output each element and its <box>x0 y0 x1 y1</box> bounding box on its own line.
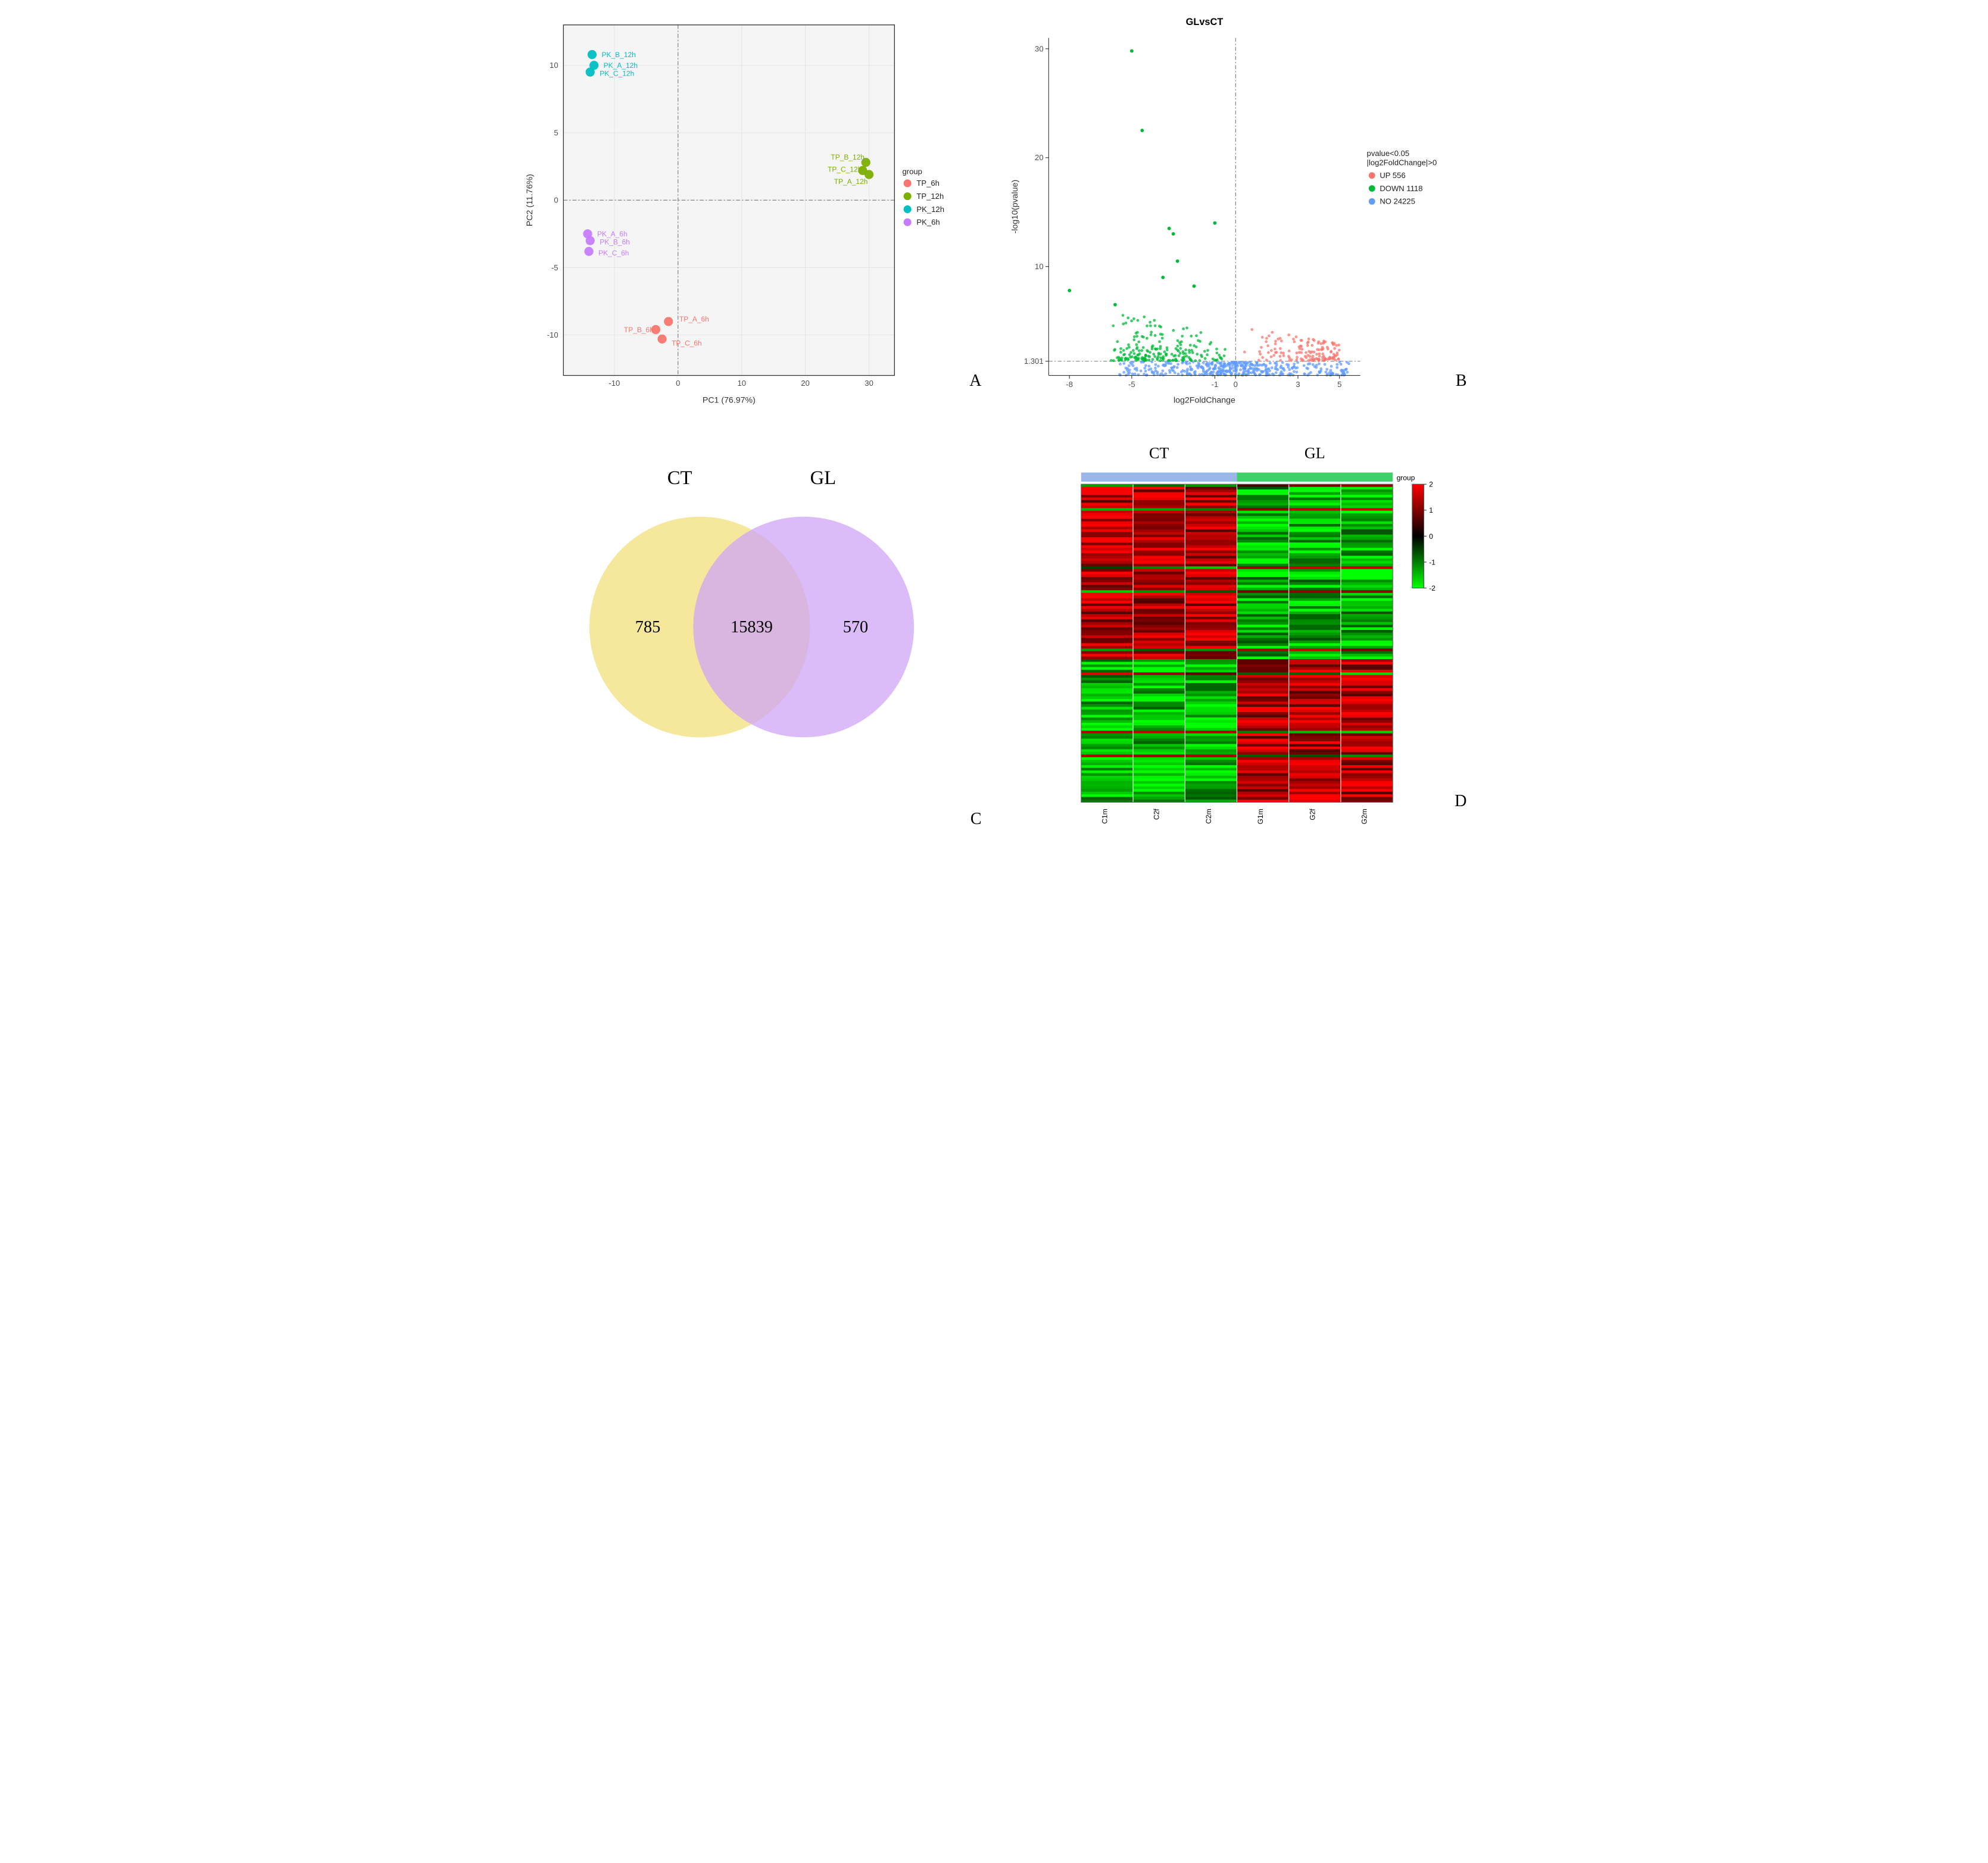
svg-text:C2m: C2m <box>1204 809 1212 823</box>
svg-text:TP_B_6h: TP_B_6h <box>623 326 653 334</box>
svg-text:TP_B_12h: TP_B_12h <box>831 153 865 161</box>
svg-text:0: 0 <box>1233 380 1237 389</box>
svg-text:3: 3 <box>1296 380 1300 389</box>
svg-text:10: 10 <box>1035 262 1044 271</box>
svg-text:20: 20 <box>801 379 810 388</box>
svg-text:10: 10 <box>737 379 746 388</box>
svg-text:CT: CT <box>667 467 692 489</box>
svg-text:15839: 15839 <box>731 618 773 636</box>
svg-text:log2FoldChange: log2FoldChange <box>1174 395 1235 405</box>
panel-d-label: D <box>1455 792 1466 811</box>
svg-text:1: 1 <box>1429 506 1433 514</box>
svg-text:5: 5 <box>1337 380 1341 389</box>
heatmap-chart: CT GL group C1m C2f C2m G1m G2f G2m 2 1 0 -1 -2 <box>1003 432 1471 835</box>
svg-text:1.301: 1.301 <box>1023 357 1043 366</box>
svg-text:NO 24225: NO 24225 <box>1380 197 1415 206</box>
svg-text:570: 570 <box>842 618 867 636</box>
svg-text:-2: -2 <box>1429 584 1435 592</box>
panel-c: CT GL 785 15839 570 C <box>518 432 985 835</box>
svg-text:group: group <box>902 167 922 176</box>
svg-text:5: 5 <box>554 128 558 137</box>
svg-text:TP_C_6h: TP_C_6h <box>672 339 702 348</box>
svg-text:PC2 (11.76%): PC2 (11.76%) <box>525 174 534 226</box>
svg-text:C1m: C1m <box>1100 809 1109 823</box>
svg-text:-8: -8 <box>1066 380 1073 389</box>
svg-text:C2f: C2f <box>1152 809 1160 820</box>
svg-text:-1: -1 <box>1211 380 1218 389</box>
svg-text:GLvsCT: GLvsCT <box>1185 17 1223 27</box>
svg-text:G1m: G1m <box>1256 809 1265 824</box>
svg-text:GL: GL <box>1304 445 1325 462</box>
svg-text:0: 0 <box>676 379 680 388</box>
svg-text:0: 0 <box>1429 532 1433 541</box>
svg-text:PK_A_6h: PK_A_6h <box>597 230 627 238</box>
svg-text:-log10(pvalue): -log10(pvalue) <box>1010 180 1019 233</box>
panel-a: -100102030-10-50510PK_B_12hPK_A_12hPK_C_… <box>518 12 985 414</box>
svg-text:group: group <box>1396 474 1415 482</box>
svg-text:DOWN 1118: DOWN 1118 <box>1380 184 1422 193</box>
svg-text:PK_B_6h: PK_B_6h <box>600 238 630 246</box>
svg-text:-5: -5 <box>551 263 558 272</box>
svg-text:30: 30 <box>1035 44 1044 53</box>
svg-text:-1: -1 <box>1429 558 1435 566</box>
svg-text:TP_C_12h: TP_C_12h <box>828 165 862 173</box>
svg-text:2: 2 <box>1429 480 1433 489</box>
svg-text:20: 20 <box>1035 153 1044 162</box>
svg-text:PK_6h: PK_6h <box>916 218 940 227</box>
panel-a-label: A <box>969 372 981 391</box>
svg-text:UP 556: UP 556 <box>1380 171 1405 180</box>
volcano-chart: GLvsCT -8 -5 -1 0 3 5 1.301 10 20 30 log2FoldChange… <box>1003 12 1471 414</box>
svg-text:PK_C_6h: PK_C_6h <box>598 249 629 257</box>
svg-text:PK_B_12h: PK_B_12h <box>601 51 635 59</box>
svg-text:-10: -10 <box>547 330 558 339</box>
panel-c-label: C <box>970 810 982 829</box>
svg-text:G2m: G2m <box>1360 809 1368 824</box>
svg-text:30: 30 <box>865 379 873 388</box>
svg-text:PK_A_12h: PK_A_12h <box>603 61 637 70</box>
svg-text:TP_12h: TP_12h <box>916 192 944 201</box>
venn-diagram: CT GL 785 15839 570 <box>518 432 985 770</box>
figure-grid: -100102030-10-50510PK_B_12hPK_A_12hPK_C_… <box>518 12 1471 835</box>
panel-b-label: B <box>1456 372 1467 391</box>
svg-text:TP_A_12h: TP_A_12h <box>834 177 867 186</box>
svg-text:G2f: G2f <box>1308 809 1316 820</box>
svg-text:0: 0 <box>554 196 558 205</box>
svg-text:TP_6h: TP_6h <box>916 179 940 188</box>
svg-text:PC1 (76.97%): PC1 (76.97%) <box>702 395 755 405</box>
svg-text:-5: -5 <box>1128 380 1135 389</box>
svg-text:|log2FoldChange|>0: |log2FoldChange|>0 <box>1366 158 1437 167</box>
svg-text:pvalue<0.05: pvalue<0.05 <box>1366 149 1409 158</box>
svg-text:-10: -10 <box>608 379 620 388</box>
svg-text:785: 785 <box>635 618 660 636</box>
svg-text:CT: CT <box>1149 445 1168 462</box>
svg-text:GL: GL <box>810 467 836 489</box>
pca-scatter-chart: -100102030-10-50510PK_B_12hPK_A_12hPK_C_… <box>518 12 985 414</box>
panel-d: CT GL group C1m C2f C2m G1m G2f G2m 2 1 0 -1 -2 D <box>1003 432 1471 835</box>
svg-text:10: 10 <box>550 61 558 70</box>
panel-b: GLvsCT -8 -5 -1 0 3 5 1.301 10 20 30 log2FoldChange… <box>1003 12 1471 414</box>
svg-text:TP_A_6h: TP_A_6h <box>679 315 709 323</box>
svg-text:PK_12h: PK_12h <box>916 205 944 214</box>
svg-text:PK_C_12h: PK_C_12h <box>600 70 634 78</box>
